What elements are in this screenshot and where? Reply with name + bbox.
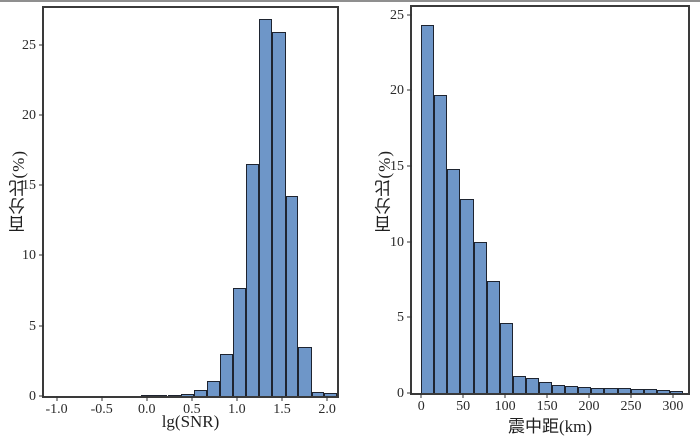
x-axis-tick — [191, 396, 193, 401]
x-axis-tick — [101, 396, 103, 401]
x-axis-tick-label: 200 — [578, 399, 600, 414]
x-axis-tick — [672, 393, 674, 398]
x-axis-tick-label: 50 — [456, 399, 471, 414]
histogram-bar — [656, 389, 670, 393]
x-axis-tick-label: 1.5 — [273, 402, 291, 417]
x-axis-tick — [420, 393, 422, 398]
y-axis-tick — [407, 316, 412, 318]
x-axis-tick-label: -0.5 — [90, 402, 113, 417]
histogram-bar — [298, 346, 312, 396]
histogram-bar — [539, 382, 553, 393]
histogram-bar — [434, 94, 448, 393]
top-border-strip — [0, 0, 700, 2]
histogram-bar — [669, 390, 683, 393]
x-axis-tick-label: 150 — [536, 399, 558, 414]
right-y-axis-label: 百分比(%) — [375, 150, 394, 233]
right-histogram-plot-area — [412, 7, 688, 393]
y-axis-tick-label: 5 — [397, 310, 404, 326]
histogram-bar — [311, 391, 325, 396]
histogram-bar — [617, 388, 631, 393]
y-axis-tick-label: 0 — [29, 389, 36, 404]
x-axis-tick — [462, 393, 464, 398]
left-y-axis-label: 百分比(%) — [9, 150, 28, 233]
y-axis-tick — [39, 395, 44, 397]
y-axis-tick-label: 20 — [390, 83, 404, 99]
y-axis-tick — [407, 14, 412, 16]
histogram-bar — [565, 386, 579, 393]
histogram-bar — [447, 168, 461, 393]
y-axis-tick-label: 25 — [22, 37, 36, 53]
y-axis-tick-label: 10 — [390, 234, 404, 250]
x-axis-tick-label: 100 — [494, 399, 516, 414]
histogram-bar — [630, 389, 644, 393]
y-axis-tick-label: 15 — [390, 158, 404, 174]
x-axis-tick-label: 2.0 — [318, 402, 336, 417]
histogram-bar — [219, 353, 234, 396]
histogram-bar — [324, 392, 337, 396]
y-axis-tick-label: 5 — [29, 318, 36, 334]
x-axis-tick — [630, 393, 632, 398]
histogram-bar — [233, 287, 246, 396]
x-axis-tick — [146, 396, 148, 401]
y-axis-tick-label: 15 — [22, 178, 36, 194]
histogram-bar — [245, 164, 260, 396]
y-axis-tick — [39, 184, 44, 186]
y-axis-tick-label: 10 — [22, 248, 36, 264]
x-axis-tick-label: 300 — [662, 399, 684, 414]
left-histogram-plot-area — [44, 8, 337, 396]
histogram-bar — [525, 377, 539, 393]
y-axis-tick — [407, 241, 412, 243]
y-axis-tick — [39, 44, 44, 46]
y-axis-tick-label: 0 — [397, 386, 404, 401]
histogram-bar — [259, 19, 273, 396]
x-axis-tick-label: 0.5 — [183, 402, 201, 417]
y-axis-tick — [407, 392, 412, 394]
y-axis-tick — [39, 325, 44, 327]
histogram-bar — [578, 386, 592, 393]
y-axis-tick — [39, 114, 44, 116]
histogram-bar — [167, 394, 182, 396]
x-axis-tick — [56, 396, 58, 401]
left-x-axis-label: lg(SNR) — [161, 412, 220, 431]
histogram-bar — [512, 375, 526, 393]
histogram-bar — [460, 199, 474, 393]
y-axis-tick-label: 20 — [22, 107, 36, 123]
histogram-bar — [499, 323, 513, 393]
x-axis-tick — [504, 393, 506, 398]
histogram-bar — [604, 388, 618, 393]
right-histogram-plot: 0 50 100 150 200 250 300 0 5 10 15 20 25 — [390, 5, 690, 414]
histogram-bar — [207, 380, 220, 396]
x-axis-tick-label: 0 — [417, 399, 425, 414]
histogram-bar — [486, 280, 500, 393]
y-axis-tick — [407, 89, 412, 91]
y-axis-tick-label: 25 — [390, 7, 404, 23]
histogram-bar — [643, 389, 657, 393]
histogram-bar — [285, 196, 299, 396]
histogram-bar — [181, 393, 194, 396]
x-axis-tick — [588, 393, 590, 398]
histogram-bar — [591, 387, 605, 393]
right-x-axis-label: 震中距(km) — [507, 417, 593, 436]
x-axis-tick — [236, 396, 238, 401]
histogram-bar — [421, 25, 435, 393]
x-axis-tick — [326, 396, 328, 401]
histogram-bar — [272, 31, 286, 396]
x-axis-tick — [546, 393, 548, 398]
left-histogram-plot: -1.0 -0.5 0.0 0.5 1.0 1.5 2.0 0 5 10 15 20 25 — [22, 6, 339, 417]
x-axis-tick — [281, 396, 283, 401]
y-axis-tick — [39, 254, 44, 256]
y-axis-tick — [407, 165, 412, 167]
x-axis-tick-label: 1.0 — [228, 402, 246, 417]
histogram-bar — [473, 241, 487, 393]
x-axis-tick-label: -1.0 — [45, 402, 68, 417]
histogram-bar — [193, 390, 208, 396]
histogram-bar — [552, 384, 566, 393]
x-axis-tick-label: 250 — [620, 399, 642, 414]
histogram-bar — [154, 395, 168, 396]
histogram-bar — [141, 395, 155, 396]
x-axis-tick-label: 0.0 — [138, 402, 156, 417]
